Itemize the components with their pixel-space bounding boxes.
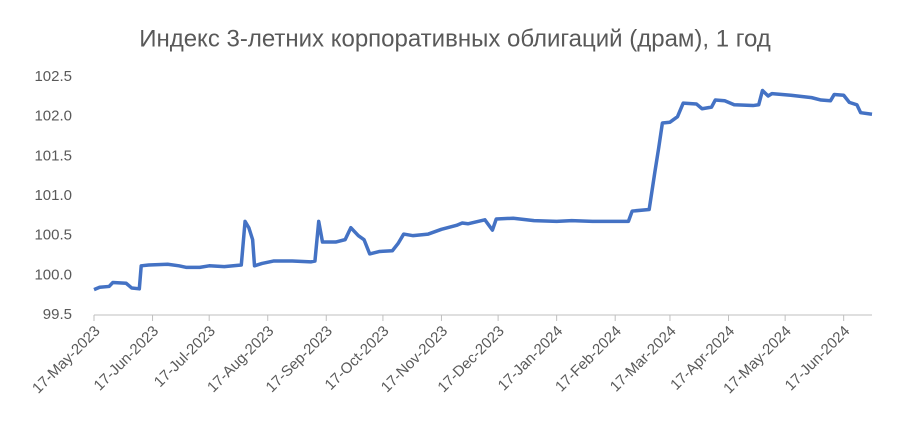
y-tick-label: 100.0 — [34, 266, 72, 283]
chart-title: Индекс 3-летних корпоративных облигаций … — [139, 25, 771, 52]
y-tick-label: 101.5 — [34, 147, 72, 164]
series-line — [93, 88, 873, 292]
y-tick-label: 100.5 — [34, 227, 72, 244]
y-tick-label: 102.5 — [34, 68, 72, 85]
y-tick-label: 101.0 — [34, 187, 72, 204]
x-tick-label: 17-May-2023 — [29, 323, 104, 398]
y-tick-label: 99.5 — [43, 306, 72, 323]
y-tick-label: 102.0 — [34, 108, 72, 125]
